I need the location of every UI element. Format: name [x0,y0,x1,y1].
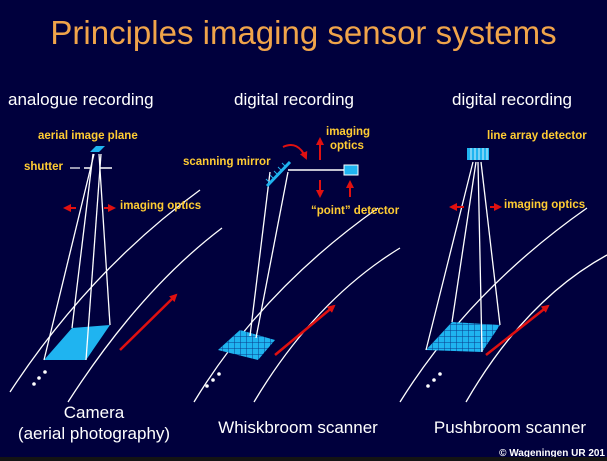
caption-pushbroom: Pushbroom scanner [433,418,587,437]
column-heading-analogue: analogue recording [8,90,154,109]
label-aerial-image-plane: aerial image plane [38,130,138,142]
pushbroom-diagram [399,148,607,403]
mirror-tick [273,170,279,176]
caption-whiskbroom: Whiskbroom scanner [218,418,378,437]
label-line-array-detector: line array detector [487,130,587,142]
copyright-notice: © Wageningen UR 201 [499,448,605,459]
caption-camera-line2: (aerial photography) [17,424,171,443]
ray-line [98,153,111,326]
whiskbroom-diagram [193,137,401,403]
mirror-tick [281,162,287,168]
camera-diagram [9,146,223,403]
ground-curve-inner [67,227,223,403]
caption-camera-line1: Camera [63,403,125,422]
label-imaging-optics-whiskbroom-line1: imaging [326,126,371,138]
ray-line [425,161,474,351]
mirror-tick [265,178,271,184]
bottom-bar [0,457,607,461]
ray-line [477,161,483,353]
ground-footprint-grid [426,322,500,352]
flight-direction-arrow [274,304,336,356]
ground-footprint [44,325,110,360]
track-dot [37,376,41,380]
ray-line [255,171,289,339]
ray-line [480,161,501,326]
ground-curve-outer [9,189,201,393]
label-imaging-optics-camera: imaging optics [120,200,202,212]
aerial-image-plane-shape [90,146,105,152]
label-imaging-optics-pushbroom: imaging optics [504,199,586,211]
ground-curve-outer [193,207,379,403]
mirror-tick [277,166,283,172]
column-heading-digital-whiskbroom: digital recording [234,90,355,109]
slide-title: Principles imaging sensor systems [50,14,557,51]
track-dot [432,378,436,382]
track-dot [211,378,215,382]
ground-curve-outer [399,207,588,403]
track-dot [426,384,430,388]
label-point-detector: “point” detector [311,205,400,217]
track-dot [32,382,36,386]
label-shutter: shutter [24,161,63,173]
ground-curve-inner [253,247,401,403]
scanning-mirror-shape [265,160,292,188]
line-array-detector-shape [467,148,489,160]
ray-line [85,153,102,361]
ray-line [43,153,95,361]
track-dot [205,384,209,388]
mirror-rotation-arrow [282,144,308,160]
track-dot [217,372,221,376]
track-dot [43,370,47,374]
label-imaging-optics-whiskbroom-line2: optics [330,140,364,152]
flight-direction-arrow [485,304,550,356]
column-heading-digital-pushbroom: digital recording [452,90,573,109]
track-dot [438,372,442,376]
ray-line [451,161,477,323]
ray-line [71,153,94,329]
flight-direction-arrow [119,293,178,351]
mirror-tick [269,174,275,180]
ray-line [249,171,271,337]
ground-curve-inner [465,254,607,403]
label-scanning-mirror: scanning mirror [183,156,271,168]
point-detector-shape [343,164,359,176]
ground-footprint-grid [218,330,275,360]
caption-camera: Camera (aerial photography) [4,402,184,444]
